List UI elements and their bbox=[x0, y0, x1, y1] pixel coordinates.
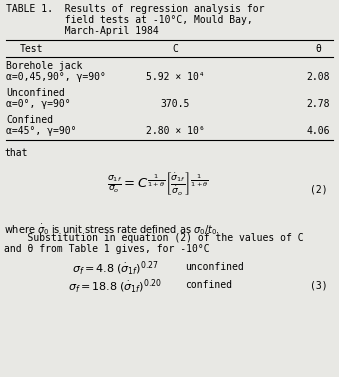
Text: α=0,45,90°, γ=90°: α=0,45,90°, γ=90° bbox=[6, 72, 106, 82]
Text: $\frac{\sigma_{1f}}{\sigma_o} = C^{\frac{1}{1+\theta}}\left[\frac{\dot{\sigma}_{: $\frac{\sigma_{1f}}{\sigma_o} = C^{\frac… bbox=[107, 170, 209, 197]
Text: 4.06: 4.06 bbox=[306, 126, 330, 136]
Text: $\sigma_f = 18.8\;(\dot{\sigma}_{1f})^{0.20}$: $\sigma_f = 18.8\;(\dot{\sigma}_{1f})^{0… bbox=[68, 278, 162, 296]
Text: 2.80 × 10⁶: 2.80 × 10⁶ bbox=[146, 126, 204, 136]
Text: Borehole jack: Borehole jack bbox=[6, 61, 82, 71]
Text: confined: confined bbox=[185, 280, 232, 290]
Text: Test: Test bbox=[20, 44, 43, 54]
Text: 370.5: 370.5 bbox=[160, 99, 190, 109]
Text: 2.78: 2.78 bbox=[306, 99, 330, 109]
Text: Confined: Confined bbox=[6, 115, 53, 125]
Text: $\sigma_f = 4.8\;(\dot{\sigma}_{1f})^{0.27}$: $\sigma_f = 4.8\;(\dot{\sigma}_{1f})^{0.… bbox=[72, 260, 158, 278]
Text: and θ from Table 1 gives, for -10°C: and θ from Table 1 gives, for -10°C bbox=[4, 244, 210, 254]
Text: α=0°, γ=90°: α=0°, γ=90° bbox=[6, 99, 71, 109]
Text: C: C bbox=[172, 44, 178, 54]
Text: (3): (3) bbox=[311, 280, 328, 290]
Text: Unconfined: Unconfined bbox=[6, 88, 65, 98]
Text: where $\dot{\sigma}_0$ is unit stress rate defined as $\sigma_0/t_0$.: where $\dot{\sigma}_0$ is unit stress ra… bbox=[4, 222, 220, 237]
Text: unconfined: unconfined bbox=[185, 262, 244, 272]
Text: field tests at -10°C, Mould Bay,: field tests at -10°C, Mould Bay, bbox=[6, 15, 253, 25]
Text: Substitution in equation (2) of the values of C: Substitution in equation (2) of the valu… bbox=[4, 233, 304, 243]
Text: 2.08: 2.08 bbox=[306, 72, 330, 82]
Text: TABLE 1.  Results of regression analysis for: TABLE 1. Results of regression analysis … bbox=[6, 4, 264, 14]
Text: 5.92 × 10⁴: 5.92 × 10⁴ bbox=[146, 72, 204, 82]
Text: θ: θ bbox=[315, 44, 321, 54]
Text: α=45°, γ=90°: α=45°, γ=90° bbox=[6, 126, 77, 136]
Text: that: that bbox=[4, 148, 27, 158]
Text: March-April 1984: March-April 1984 bbox=[6, 26, 159, 36]
Text: (2): (2) bbox=[311, 184, 328, 194]
